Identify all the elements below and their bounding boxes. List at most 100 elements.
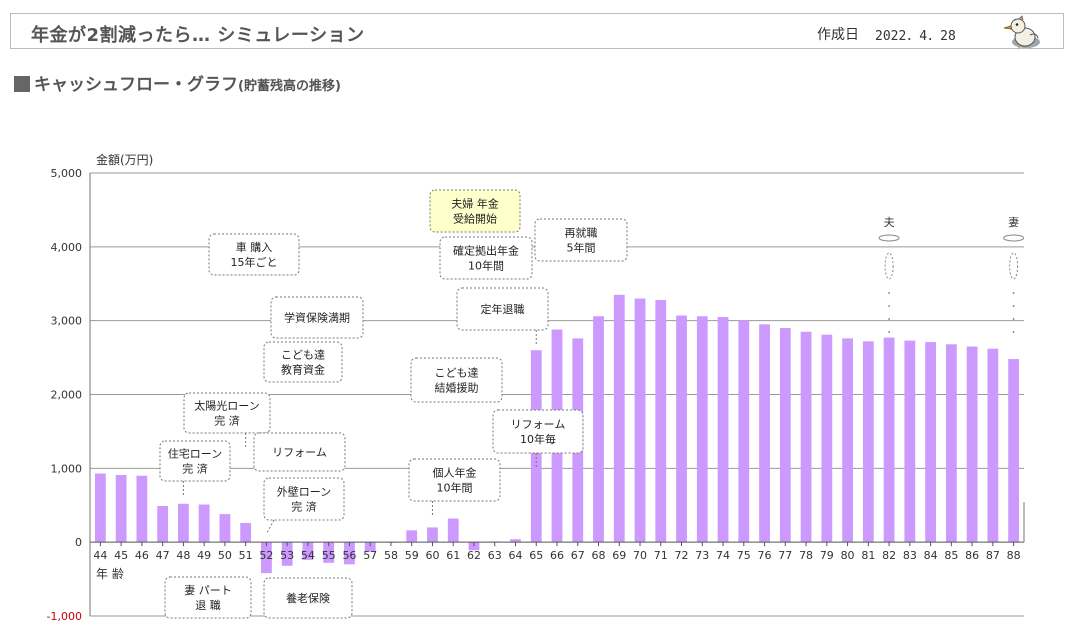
callout-box — [456, 287, 549, 331]
bar-age-84 — [925, 342, 936, 543]
bar-age-73 — [696, 316, 708, 543]
marker-dot — [888, 331, 890, 333]
callout-box — [492, 409, 584, 454]
bar-age-78 — [800, 331, 812, 543]
x-tick-label: 59 — [405, 549, 419, 562]
halo-icon — [878, 234, 900, 242]
bar-age-56 — [344, 542, 355, 565]
x-tick-label: 53 — [280, 549, 294, 562]
x-tick-label: 66 — [550, 549, 564, 562]
y-tick-label: 5,000 — [51, 167, 83, 180]
callout-box — [263, 577, 353, 619]
duck-mascot-icon — [996, 15, 1046, 55]
bar-age-47 — [157, 505, 169, 543]
callout-text: 妻 パート — [184, 584, 232, 597]
x-tick-label: 73 — [695, 549, 709, 562]
callout-box — [263, 477, 345, 521]
bar-age-44 — [94, 473, 106, 543]
bar-age-61 — [447, 518, 459, 543]
bar-age-88 — [1008, 359, 1020, 543]
callout-text: 確定拠出年金 — [453, 244, 519, 258]
bar-age-77 — [779, 328, 791, 543]
bar-age-62 — [468, 542, 480, 551]
x-tick-label: 70 — [633, 549, 647, 562]
bar-age-59 — [406, 530, 418, 543]
bar-age-87 — [987, 348, 999, 543]
callout-box — [534, 218, 628, 262]
x-tick-label: 76 — [758, 549, 772, 562]
bar-age-52 — [261, 542, 272, 574]
square-bullet-icon — [14, 76, 30, 92]
callout-text: 太陽光ローン — [194, 399, 259, 413]
marker-dot — [888, 292, 890, 294]
spirit-icon — [1009, 252, 1019, 280]
bar-age-45 — [115, 474, 127, 543]
x-tick-label: 81 — [861, 549, 875, 562]
y-tick-labels: -1,000 0 1,000 2,000 3,000 4,000 5,000 — [47, 167, 82, 623]
callout-text: 完 済 — [182, 462, 208, 476]
callout-box — [270, 296, 364, 339]
bar-age-80 — [842, 338, 853, 543]
callout-pointer — [265, 519, 275, 535]
life-markers: 夫妻 — [878, 216, 1025, 333]
x-tick-label: 50 — [218, 549, 232, 562]
callout-text: 車 購入 — [236, 240, 273, 254]
x-tick-label: 82 — [882, 549, 896, 562]
bar-age-75 — [738, 320, 750, 543]
created-date-value: 2022．4．28 — [875, 29, 956, 44]
bar-age-79 — [821, 334, 833, 543]
callout-box — [429, 189, 521, 233]
callout-text: 15年ごと — [231, 255, 278, 269]
callout-text: 教育資金 — [281, 363, 325, 377]
x-tick-label: 74 — [716, 549, 730, 562]
callout-box — [159, 440, 231, 482]
callout-text: こども達 — [435, 367, 479, 380]
x-tick-label: 47 — [156, 549, 170, 562]
bar-age-72 — [676, 315, 687, 543]
marker-dot — [888, 318, 890, 320]
callout-text: 10年毎 — [520, 432, 556, 446]
bar-age-70 — [634, 298, 646, 543]
callout-text: 受給開始 — [453, 212, 497, 226]
callout-box — [164, 576, 252, 619]
bar-age-71 — [655, 299, 667, 543]
x-tick-label: 48 — [176, 549, 190, 562]
x-tick-label: 60 — [425, 549, 439, 562]
marker-label: 妻 — [1008, 216, 1019, 229]
x-tick-label: 67 — [571, 549, 585, 562]
callout-text: 結婚援助 — [435, 381, 479, 395]
y-tick-label: 2,000 — [51, 389, 83, 402]
x-tick-label: 71 — [654, 549, 668, 562]
callout-text: リフォーム — [511, 418, 566, 431]
bar-age-50 — [219, 514, 231, 543]
bar-age-48 — [178, 503, 189, 543]
callout-box — [253, 432, 346, 472]
callout-text: 10年間 — [468, 259, 504, 273]
bar-age-82 — [883, 337, 895, 543]
callout: 定年退職 — [456, 287, 549, 344]
bar-age-83 — [904, 340, 916, 543]
x-tick-label: 58 — [384, 549, 398, 562]
created-date-label: 作成日 — [817, 27, 859, 43]
callout-text: 個人年金 — [433, 466, 477, 480]
x-tick-label: 84 — [924, 549, 938, 562]
x-tick-label: 79 — [820, 549, 834, 562]
callout-text: 退 職 — [195, 599, 221, 612]
bar-age-85 — [945, 344, 957, 543]
section-title: キャッシュフロー・グラフ(貯蓄残高の推移) — [14, 70, 341, 95]
callout-text: 外壁ローン — [277, 485, 331, 499]
x-tick-label: 52 — [259, 549, 273, 562]
y-tick-label: 0 — [75, 536, 82, 549]
x-tick-label: 62 — [467, 549, 481, 562]
x-tick-label: 44 — [93, 549, 107, 562]
x-tick-label: 61 — [446, 549, 460, 562]
callout: 学資保険満期 — [270, 296, 364, 339]
callout: リフォーム — [253, 432, 346, 472]
